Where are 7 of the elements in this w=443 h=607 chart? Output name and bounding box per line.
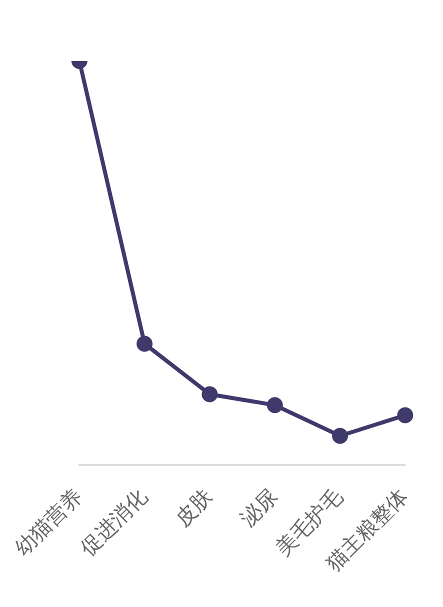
point bbox=[332, 428, 348, 444]
x-tick-label: 皮肤 bbox=[170, 484, 218, 531]
x-tick-label: 泌尿 bbox=[236, 484, 282, 531]
point bbox=[202, 386, 218, 402]
point bbox=[397, 407, 414, 424]
point bbox=[136, 336, 153, 352]
point bbox=[266, 397, 283, 414]
